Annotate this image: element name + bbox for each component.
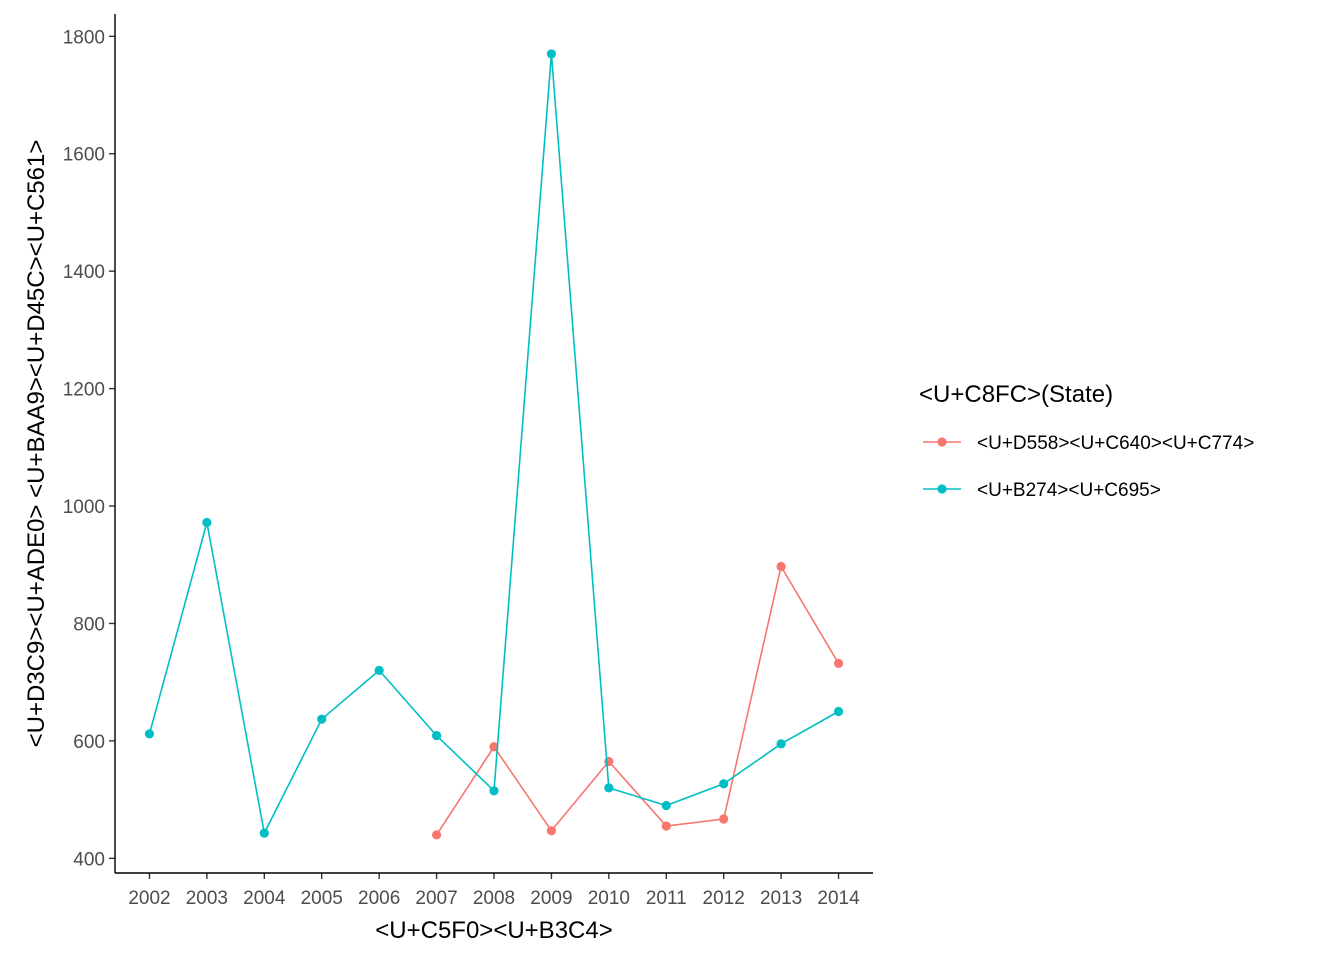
x-tick-label: 2002	[128, 888, 170, 909]
x-tick-label: 2004	[243, 888, 286, 909]
data-point	[489, 786, 499, 796]
legend: <U+C8FC>(State) <U+D558><U+C640><U+C774>…	[919, 381, 1254, 501]
x-axis-title: <U+C5F0><U+B3C4>	[375, 917, 612, 944]
series-1	[144, 49, 844, 838]
data-point	[144, 729, 155, 739]
data-point	[661, 821, 671, 831]
data-point	[489, 742, 499, 752]
data-point	[833, 658, 844, 668]
x-tick-label: 2007	[415, 888, 457, 909]
y-axis-title: <U+D3C9><U+ADE0> <U+BAA9><U+D45C><U+C561…	[23, 140, 50, 748]
legend-item: <U+B274><U+C695>	[923, 480, 1161, 501]
data-point	[833, 706, 844, 717]
y-tick-label: 1400	[63, 262, 105, 283]
y-tick-label: 800	[73, 614, 105, 635]
y-axis-ticks: 400 600 800 1000 1200 1400 1600 1800	[63, 27, 115, 870]
x-tick-label: 2013	[760, 888, 802, 909]
data-point	[546, 826, 557, 836]
x-tick-label: 2003	[186, 888, 228, 909]
data-point	[604, 783, 614, 793]
legend-items: <U+D558><U+C640><U+C774> <U+B274><U+C695>	[923, 433, 1254, 501]
data-point	[374, 665, 384, 676]
data-point	[661, 800, 671, 811]
series-layer	[144, 49, 844, 840]
legend-item: <U+D558><U+C640><U+C774>	[923, 433, 1254, 454]
x-tick-label: 2005	[301, 888, 343, 909]
x-tick-label: 2010	[588, 888, 630, 909]
data-point	[202, 517, 212, 528]
series-0	[431, 561, 844, 840]
legend-label: <U+D558><U+C640><U+C774>	[977, 433, 1254, 454]
data-point	[776, 561, 786, 572]
x-tick-label: 2006	[358, 888, 400, 909]
y-tick-label: 1800	[63, 27, 105, 48]
legend-key-point	[937, 484, 947, 494]
legend-key-point	[937, 437, 947, 447]
data-point	[431, 830, 442, 840]
y-tick-label: 1600	[63, 145, 105, 166]
data-point	[546, 49, 557, 59]
data-point	[431, 731, 442, 741]
x-tick-label: 2012	[703, 888, 745, 909]
y-tick-label: 1000	[63, 497, 105, 518]
x-tick-label: 2014	[817, 888, 860, 909]
series-line	[435, 564, 840, 836]
y-tick-label: 1200	[63, 380, 105, 401]
series-line	[148, 53, 839, 836]
data-point	[259, 828, 269, 838]
legend-label: <U+B274><U+C695>	[977, 480, 1161, 501]
data-point	[719, 814, 729, 824]
y-tick-label: 400	[73, 849, 105, 870]
x-tick-label: 2009	[530, 888, 572, 909]
data-point	[719, 779, 729, 789]
data-point	[317, 714, 327, 724]
data-point	[604, 756, 614, 767]
x-axis-ticks: 2002 2003 2004 2005 2006 2007 2008 2009 2010 2011…	[128, 873, 860, 909]
legend-title: <U+C8FC>(State)	[919, 381, 1113, 408]
data-point	[776, 739, 786, 749]
y-tick-label: 600	[73, 732, 105, 753]
x-tick-label: 2011	[646, 888, 687, 909]
x-tick-label: 2008	[473, 888, 515, 909]
